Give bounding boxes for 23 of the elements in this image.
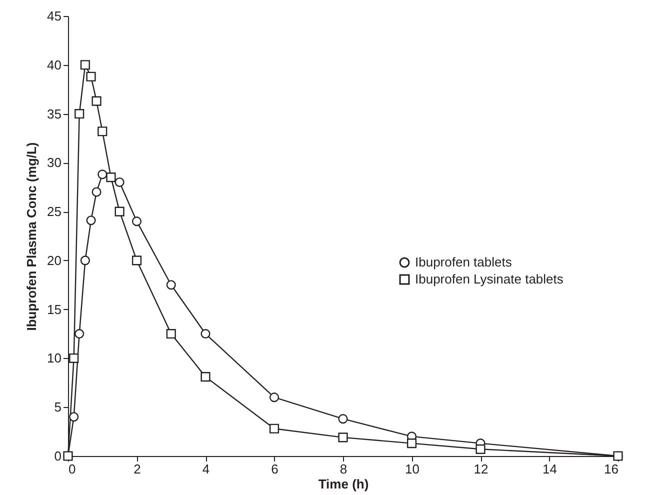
y-tick-label: 25 <box>47 204 62 220</box>
y-tick-label: 45 <box>47 8 62 24</box>
legend-label: Ibuprofen tablets <box>415 254 512 270</box>
y-tick-label: 0 <box>54 448 62 464</box>
y-tick-label: 35 <box>47 106 62 122</box>
y-tick-label: 20 <box>47 252 62 268</box>
x-tick-label: 12 <box>474 462 488 476</box>
x-tick-label: 6 <box>271 462 278 476</box>
x-tick-label: 14 <box>542 462 557 476</box>
x-tick-label: 10 <box>405 462 420 476</box>
x-tick-label: 4 <box>202 462 210 476</box>
y-tick-label: 30 <box>47 155 62 170</box>
y-axis-title: Ibuprofen Plasma Conc (mg/L) <box>24 142 40 331</box>
x-tick-label: 2 <box>134 462 141 476</box>
legend-label: Ibuprofen Lysinate tablets <box>415 272 564 286</box>
x-axis-title: Time (h) <box>318 476 369 492</box>
y-tick-label: 10 <box>47 350 62 366</box>
x-tick-label: 16 <box>604 462 618 476</box>
y-tick-label: 15 <box>47 302 62 317</box>
x-tick-label: 8 <box>340 462 348 476</box>
y-tick-label: 40 <box>47 57 62 72</box>
y-tick-label: 5 <box>54 400 62 415</box>
x-tick-label: 0 <box>68 462 76 476</box>
